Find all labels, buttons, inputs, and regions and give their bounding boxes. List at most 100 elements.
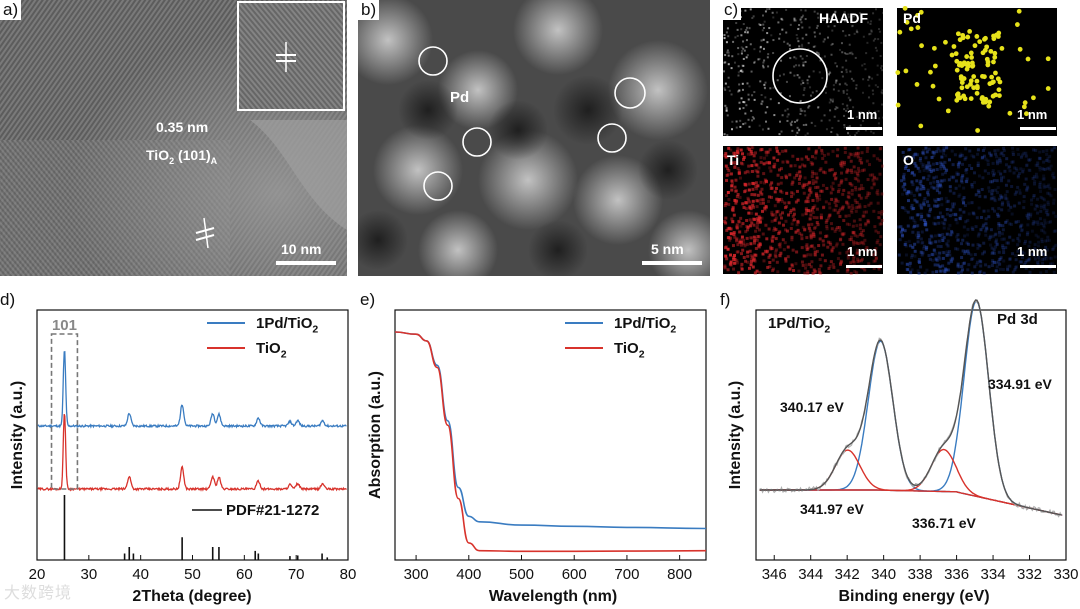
haadf-pixel	[742, 64, 745, 67]
pd-signal-dot	[960, 32, 966, 38]
eds-pixel	[805, 248, 809, 252]
eds-pixel	[944, 167, 948, 171]
eds-pixel	[834, 204, 838, 208]
eds-pixel	[956, 262, 960, 266]
eds-pixel	[999, 172, 1003, 176]
eds-pixel	[746, 152, 750, 156]
eds-pixel	[1050, 149, 1054, 153]
eds-pixel	[846, 256, 850, 260]
eds-pixel	[918, 260, 922, 264]
eds-pixel	[725, 228, 729, 232]
eds-pixel	[856, 166, 860, 170]
eds-pixel	[945, 207, 949, 211]
eds-pixel	[796, 228, 800, 232]
eds-pixel	[757, 245, 761, 249]
eds-pixel	[926, 191, 930, 195]
eds-pixel	[788, 267, 792, 271]
pd-signal-dot	[982, 47, 988, 53]
haadf-pixel	[723, 34, 726, 37]
eds-pixel	[784, 228, 788, 232]
eds-pixel	[1008, 169, 1012, 173]
xrd-plot-frame	[36, 309, 349, 561]
eds-pixel	[989, 235, 993, 239]
haadf-pixel	[816, 12, 819, 15]
haadf-pixel	[864, 129, 867, 132]
haadf-pixel	[818, 32, 821, 35]
haadf-pixel	[750, 70, 753, 73]
eds-pixel	[765, 237, 769, 241]
haadf-pixel	[758, 57, 761, 60]
eds-pixel	[935, 168, 939, 172]
haadf-pixel	[744, 9, 747, 12]
eds-pixel	[933, 250, 937, 254]
eds-pixel	[976, 243, 980, 247]
eds-pixel	[828, 213, 832, 217]
eds-pixel	[826, 240, 830, 244]
eds-pixel	[784, 149, 788, 153]
eds-pixel	[994, 188, 998, 192]
eds-pixel	[819, 189, 823, 193]
pd-particle-circle	[597, 123, 627, 153]
eds-pixel	[863, 238, 867, 242]
eds-pixel	[785, 229, 789, 233]
eds-pixel	[751, 187, 755, 191]
haadf-pixel	[739, 119, 742, 122]
eds-pixel	[964, 171, 968, 175]
eds-pixel	[832, 174, 836, 178]
haadf-pixel	[764, 111, 767, 114]
eds-pixel	[962, 225, 966, 229]
haadf-pixel	[751, 94, 754, 97]
eds-pixel	[774, 216, 778, 220]
eds-pixel	[960, 181, 964, 185]
eds-pixel	[785, 205, 789, 209]
eds-pixel	[862, 214, 866, 218]
eds-pixel	[750, 164, 754, 168]
eds-pixel	[770, 210, 774, 214]
eds-pixel	[802, 191, 806, 195]
eds-pixel	[730, 184, 734, 188]
eds-pixel	[1018, 188, 1022, 192]
eds-pixel	[779, 167, 783, 171]
eds-pixel	[763, 181, 767, 185]
eds-pixel	[915, 186, 919, 190]
eds-pixel	[1014, 266, 1018, 270]
xps-x-tick-label: 330	[1053, 566, 1078, 583]
haadf-pixel	[725, 108, 728, 111]
eds-pixel	[746, 196, 750, 200]
eds-pixel	[761, 232, 765, 236]
eds-pixel	[789, 208, 793, 212]
eds-pixel	[1014, 265, 1018, 269]
eds-pixel	[932, 186, 936, 190]
eds-pixel	[770, 237, 774, 241]
panel-e-letter: e)	[360, 290, 376, 310]
eds-pixel	[917, 257, 921, 261]
eds-pixel	[863, 205, 867, 209]
eds-pixel	[779, 251, 783, 255]
eds-pixel	[833, 229, 837, 233]
uvvis-x-tick-label: 300	[404, 566, 429, 583]
eds-pixel	[737, 271, 741, 275]
haadf-pixel	[809, 86, 812, 89]
eds-pixel	[960, 179, 964, 183]
eds-pixel	[973, 171, 977, 175]
eds-pixel	[840, 165, 844, 169]
haadf-pixel	[858, 11, 861, 14]
eds-pixel	[738, 176, 742, 180]
haadf-pixel	[881, 69, 884, 72]
eds-pixel	[855, 201, 859, 205]
eds-pixel	[976, 189, 980, 193]
eds-pixel	[776, 173, 780, 177]
eds-pixel	[1044, 159, 1048, 163]
eds-pixel	[809, 253, 813, 257]
eds-pixel	[842, 162, 846, 166]
eds-pixel	[958, 193, 962, 197]
eds-pixel	[813, 226, 817, 230]
eds-pixel	[834, 227, 838, 231]
eds-pixel	[950, 175, 954, 179]
haadf-pixel	[740, 97, 743, 100]
eds-pixel	[812, 246, 816, 250]
eds-pixel	[906, 224, 910, 228]
haadf-pixel	[785, 8, 788, 11]
eds-pixel	[913, 153, 917, 157]
eds-pixel	[912, 206, 916, 210]
